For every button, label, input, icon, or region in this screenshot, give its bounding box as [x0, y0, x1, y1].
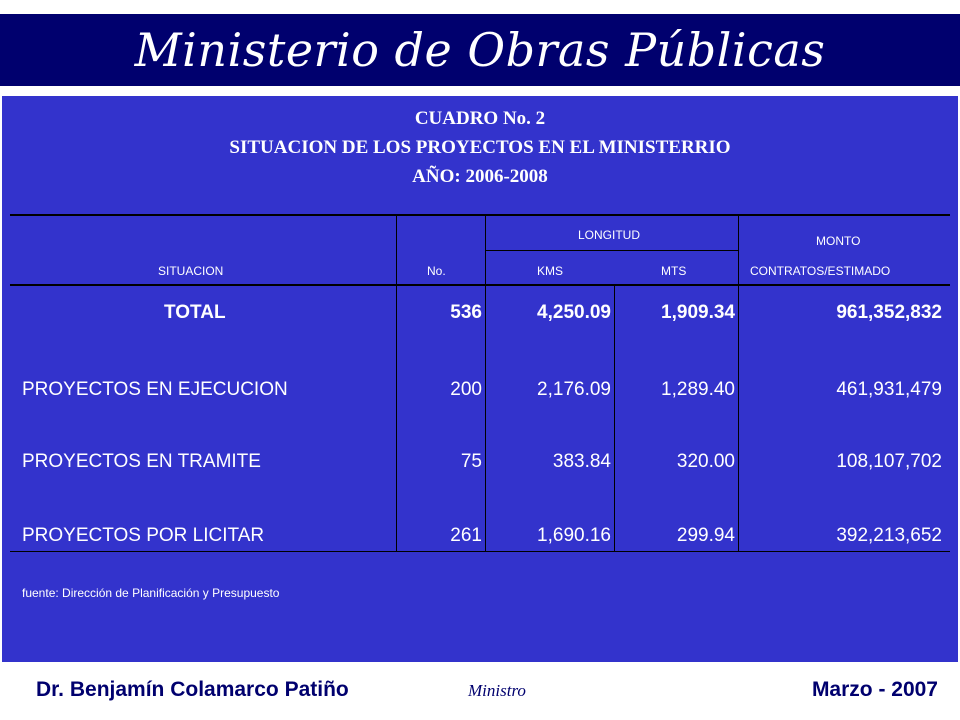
footer-minister-name: Dr. Benjamín Colamarco Patiño: [36, 678, 349, 701]
header-longitud: LONGITUD: [578, 228, 641, 242]
header-contratos: CONTRATOS/ESTIMADO: [750, 264, 891, 278]
table-caption-title: SITUACION DE LOS PROYECTOS EN EL MINISTE…: [229, 137, 731, 158]
table-row-licitar-no: 261: [450, 525, 482, 546]
header-monto: MONTO: [816, 234, 861, 248]
table-row-ejecucion-mts: 1,289.40: [661, 379, 735, 400]
source-note: fuente: Dirección de Planificación y Pre…: [22, 586, 280, 600]
table-row-ejecucion-monto: 461,931,479: [836, 379, 942, 400]
header-band: [0, 14, 960, 86]
main-panel: [2, 96, 958, 662]
page-title: Ministerio de Obras Públicas: [134, 23, 826, 77]
header-no: No.: [427, 264, 446, 278]
table-row-total-monto: 961,352,832: [836, 302, 942, 323]
table-row-total-kms: 4,250.09: [537, 302, 611, 323]
header-situacion: SITUACION: [158, 264, 224, 278]
table-row-ejecucion-kms: 2,176.09: [537, 379, 611, 400]
table-row-tramite-monto: 108,107,702: [836, 451, 942, 472]
table-row-ejecucion-label: PROYECTOS EN EJECUCION: [22, 379, 288, 400]
table-row-tramite-no: 75: [460, 451, 482, 472]
table-caption-year: AÑO: 2006-2008: [412, 166, 548, 187]
header-bottom-border: [10, 284, 950, 286]
footer-date: Marzo - 2007: [811, 678, 938, 701]
col-divider-1: [396, 214, 397, 552]
footer-role: Ministro: [468, 681, 526, 700]
table-row-ejecucion-no: 200: [450, 379, 482, 400]
table-top-border: [10, 214, 950, 216]
table-bottom-border: [10, 551, 950, 552]
header-mts: MTS: [661, 264, 687, 278]
table-row-tramite-kms: 383.84: [552, 451, 611, 472]
table-row-licitar-label: PROYECTOS POR LICITAR: [22, 525, 265, 546]
col-divider-4: [738, 214, 739, 552]
table-row-licitar-kms: 1,690.16: [537, 525, 611, 546]
table-row-licitar-mts: 299.94: [676, 525, 735, 546]
table-row-total-label: TOTAL: [164, 302, 226, 323]
table-row-tramite-mts: 320.00: [676, 451, 735, 472]
header-kms: KMS: [537, 264, 564, 278]
longitud-divider: [485, 250, 738, 251]
col-divider-2: [485, 214, 486, 552]
table-row-tramite-label: PROYECTOS EN TRAMITE: [22, 451, 261, 472]
table-row-licitar-monto: 392,213,652: [836, 525, 942, 546]
col-divider-3: [614, 286, 615, 552]
table-row-total-no: 536: [450, 302, 482, 323]
table-row-total-mts: 1,909.34: [661, 302, 735, 323]
table-caption-number: CUADRO No. 2: [414, 108, 546, 129]
